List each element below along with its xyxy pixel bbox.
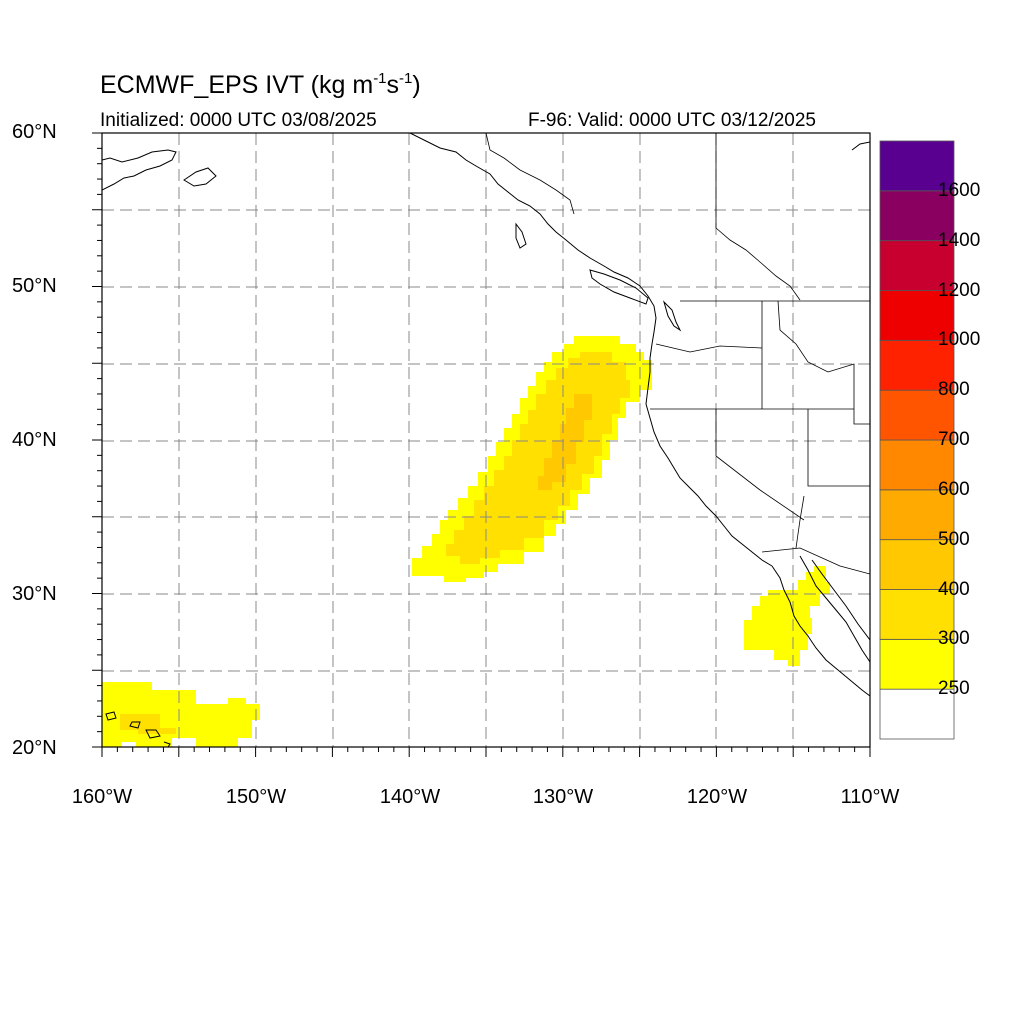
ivt-baja-plume-300 bbox=[744, 566, 830, 666]
graticule bbox=[102, 133, 870, 747]
valid-time-label: F-96: Valid: 0000 UTC 03/12/2025 bbox=[528, 110, 816, 131]
lon-label-150w: 150°W bbox=[225, 786, 287, 808]
baja-east-coast bbox=[799, 555, 870, 663]
colorbar-label: 1000 bbox=[938, 329, 981, 351]
colorbar-box bbox=[879, 140, 955, 192]
lat-label-30n: 30°N bbox=[12, 583, 57, 605]
title-exponent-2: -1 bbox=[399, 70, 413, 87]
colorbar-box bbox=[879, 589, 955, 640]
lat-label-50n: 50°N bbox=[12, 275, 57, 297]
colorbar-label: 1400 bbox=[938, 229, 981, 251]
title-suffix: ) bbox=[412, 71, 421, 99]
lon-label-130w: 130°W bbox=[532, 786, 594, 808]
colorbar-box bbox=[879, 688, 955, 740]
colorbar-label: 800 bbox=[938, 379, 970, 401]
lat-label-60n: 60°N bbox=[12, 121, 57, 143]
axis-ticks bbox=[92, 132, 871, 757]
colorbar-label: 250 bbox=[938, 678, 970, 700]
vancouver-island bbox=[589, 269, 649, 305]
puget-sound bbox=[662, 300, 682, 332]
colorbar-label: 300 bbox=[938, 628, 970, 650]
lat-label-20n: 20°N bbox=[12, 737, 57, 759]
title-exponent-1: -1 bbox=[373, 70, 387, 87]
alaska-canada-border bbox=[485, 133, 575, 215]
political-boundaries bbox=[485, 133, 870, 575]
colorbar-box bbox=[879, 190, 955, 242]
ivt-shading bbox=[102, 336, 830, 747]
us-mexico-border bbox=[761, 547, 870, 575]
colorbar-label: 1200 bbox=[938, 279, 981, 301]
ca-az-border bbox=[795, 495, 805, 549]
bc-alberta-border bbox=[715, 133, 801, 301]
lon-label-120w: 120°W bbox=[686, 786, 748, 808]
colorbar-label: 400 bbox=[938, 578, 970, 600]
wa-or-border bbox=[655, 343, 763, 353]
haida-gwaii bbox=[515, 222, 527, 249]
panhandle-coast bbox=[409, 133, 773, 567]
far-east-coast bbox=[851, 141, 870, 151]
colorbar-box bbox=[879, 240, 955, 291]
init-time-label: Initialized: 0000 UTC 03/08/2025 bbox=[100, 110, 377, 131]
colorbar bbox=[879, 140, 955, 740]
baja-west-coast bbox=[771, 565, 870, 697]
alaska-coast bbox=[102, 149, 177, 191]
title-text: ECMWF_EPS IVT (kg m bbox=[100, 71, 374, 99]
ivt-main-plume-500 bbox=[538, 394, 592, 490]
ivt-hawaii-plume-400 bbox=[120, 714, 176, 734]
colorbar-label: 1600 bbox=[938, 179, 981, 201]
lon-label-110w: 110°W bbox=[840, 786, 900, 808]
colorbar-box bbox=[879, 489, 955, 541]
kodiak-island bbox=[183, 167, 217, 187]
nv-ut-az-border bbox=[807, 409, 870, 487]
lat-label-40n: 40°N bbox=[12, 429, 57, 451]
coastlines bbox=[102, 133, 870, 747]
colorbar-box bbox=[879, 638, 955, 690]
lon-label-160w: 160°W bbox=[71, 786, 133, 808]
colorbar-label: 600 bbox=[938, 478, 970, 500]
colorbar-box bbox=[879, 389, 955, 441]
colorbar-label: 500 bbox=[938, 528, 970, 550]
ca-nv-border bbox=[715, 409, 805, 521]
colorbar-box bbox=[879, 539, 955, 590]
lon-label-140w: 140°W bbox=[379, 786, 441, 808]
colorbar-label: 700 bbox=[938, 429, 970, 450]
title-text-s: s bbox=[386, 71, 400, 99]
colorbar-box bbox=[879, 290, 955, 341]
colorbar-box bbox=[879, 339, 955, 391]
id-mt-border bbox=[777, 300, 870, 425]
hawaii-islands bbox=[105, 711, 171, 747]
figure-title: ECMWF_EPS IVT (kg m-1s-1) bbox=[100, 70, 421, 100]
mainland-mexico-coast bbox=[811, 559, 870, 641]
